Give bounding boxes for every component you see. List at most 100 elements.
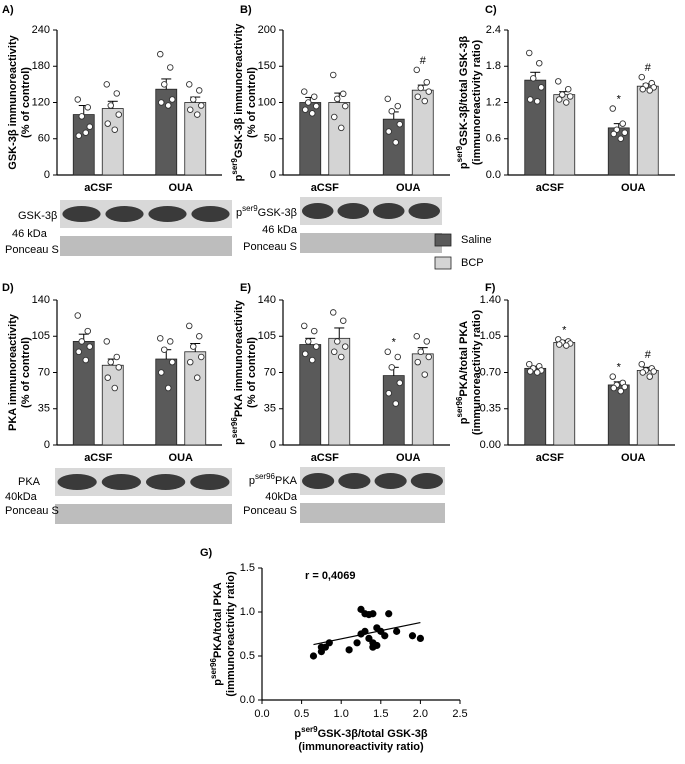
data-point bbox=[340, 317, 347, 324]
data-point bbox=[160, 81, 168, 88]
blot-label: Ponceau S bbox=[5, 244, 59, 256]
data-point bbox=[189, 343, 197, 350]
data-point bbox=[185, 322, 193, 330]
scatter-point bbox=[325, 639, 333, 647]
data-point bbox=[342, 343, 349, 350]
blot-lane bbox=[301, 203, 334, 219]
blot-label: PKA bbox=[18, 476, 41, 488]
bar bbox=[636, 370, 659, 446]
y-axis-label-part: PKA/total PKA bbox=[458, 321, 470, 397]
x-tick-label: aCSF bbox=[536, 182, 564, 194]
data-point bbox=[195, 333, 203, 340]
data-point bbox=[417, 348, 425, 356]
data-point bbox=[638, 360, 646, 368]
x-tick-label: 1.5 bbox=[373, 708, 388, 720]
data-point bbox=[567, 93, 574, 100]
bar bbox=[524, 367, 547, 446]
data-point bbox=[311, 93, 318, 100]
data-point bbox=[103, 338, 110, 345]
data-point bbox=[650, 368, 658, 375]
y-tick-label: 180 bbox=[32, 60, 50, 72]
data-point bbox=[621, 383, 629, 391]
bar bbox=[72, 341, 95, 446]
y-tick-label: 0.00 bbox=[480, 439, 501, 451]
data-point bbox=[168, 96, 176, 103]
x-tick-label: OUA bbox=[396, 182, 421, 194]
y-axis-label-part: PKA immunoreactivity bbox=[233, 299, 245, 417]
y-tick-label: 0.5 bbox=[240, 650, 255, 662]
blot-label: 46 kDa bbox=[12, 228, 48, 240]
blot-lane bbox=[372, 203, 405, 219]
x-axis-label-part: ser9 bbox=[301, 725, 318, 734]
scatter-point bbox=[309, 652, 318, 660]
y-axis-label: (% of control) bbox=[20, 337, 32, 408]
x-tick-label: 0.5 bbox=[294, 708, 309, 720]
x-tick-label: 1.0 bbox=[334, 708, 349, 720]
data-point bbox=[75, 132, 82, 139]
data-point bbox=[613, 126, 621, 133]
significance-mark: * bbox=[617, 93, 622, 105]
data-point bbox=[646, 373, 654, 380]
legend-label: BCP bbox=[461, 257, 484, 269]
data-point bbox=[309, 110, 316, 117]
data-point bbox=[74, 96, 81, 103]
data-point bbox=[388, 107, 396, 115]
bar bbox=[72, 114, 95, 176]
data-point bbox=[646, 87, 654, 94]
data-point bbox=[392, 400, 400, 407]
blot-label-part: PKA bbox=[275, 475, 298, 487]
y-tick-label: 50 bbox=[264, 133, 276, 145]
scatter-point bbox=[345, 646, 353, 654]
data-point bbox=[384, 348, 392, 356]
y-tick-label: 120 bbox=[32, 96, 50, 108]
bar bbox=[101, 108, 124, 176]
data-point bbox=[166, 338, 174, 345]
y-axis-label: (immunoreactivity ratio) bbox=[471, 40, 483, 166]
y-axis-label: (immunoreactivity ratio) bbox=[225, 571, 237, 697]
significance-mark: # bbox=[645, 62, 652, 74]
panel-letter: E) bbox=[240, 282, 251, 294]
panel-letter: C) bbox=[485, 4, 497, 16]
data-point bbox=[610, 130, 618, 138]
data-point bbox=[617, 387, 625, 395]
scatter-point bbox=[353, 639, 361, 647]
data-point bbox=[414, 358, 422, 366]
data-point bbox=[302, 350, 309, 358]
y-tick-label: 0.35 bbox=[480, 403, 501, 415]
blot-lane bbox=[338, 473, 371, 489]
x-tick-label: aCSF bbox=[84, 182, 112, 194]
y-axis-label-part: ser96 bbox=[455, 396, 464, 417]
scatter-point bbox=[408, 632, 417, 640]
x-axis-label-part: p bbox=[294, 728, 301, 740]
data-point bbox=[394, 353, 402, 361]
y-axis-label: pser9GSK-3β/total GSK-3β bbox=[455, 36, 470, 169]
x-tick-label: OUA bbox=[621, 452, 646, 464]
y-tick-label: 200 bbox=[258, 24, 276, 36]
data-point bbox=[414, 93, 422, 100]
data-point bbox=[311, 327, 318, 335]
data-point bbox=[563, 99, 570, 106]
y-axis-label-part: p bbox=[458, 417, 470, 424]
data-point bbox=[396, 120, 404, 128]
blot-label: Ponceau S bbox=[243, 505, 297, 517]
data-point bbox=[425, 353, 433, 361]
blot-label-part: ser96 bbox=[255, 472, 276, 481]
data-point bbox=[555, 78, 562, 85]
data-point bbox=[340, 90, 347, 98]
y-tick-label: 240 bbox=[32, 24, 50, 36]
data-point bbox=[193, 111, 201, 118]
data-point bbox=[301, 322, 308, 330]
y-axis-label: (% of control) bbox=[246, 67, 258, 138]
data-point bbox=[186, 106, 194, 113]
blot-label-part: p bbox=[249, 475, 255, 487]
x-axis-label-part: GSK-3β/total GSK-3β bbox=[318, 728, 428, 740]
blot-label-part: p bbox=[236, 207, 242, 219]
data-point bbox=[168, 358, 176, 366]
y-axis-label-part: p bbox=[458, 162, 470, 169]
data-point bbox=[394, 102, 402, 110]
blot-label: 46 kDa bbox=[262, 224, 298, 236]
scatter-point bbox=[385, 610, 393, 618]
data-point bbox=[107, 358, 114, 366]
significance-mark: # bbox=[420, 55, 427, 67]
